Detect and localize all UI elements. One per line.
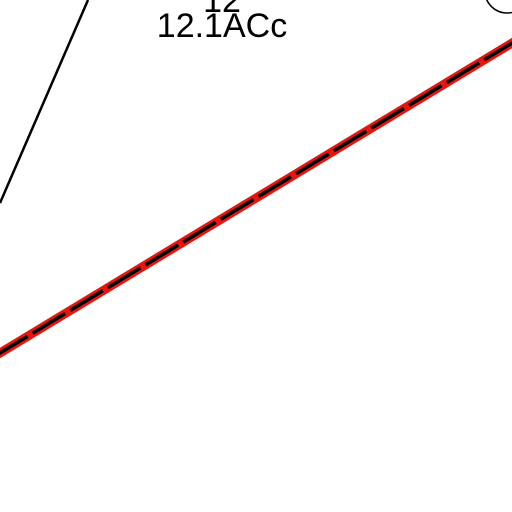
parcel-number-label: 12	[203, 0, 241, 20]
parcel-acreage-label: 12.1ACc	[156, 7, 288, 45]
parcel-boundary-line	[0, 0, 90, 204]
road-centerline-dashes	[0, 40, 512, 356]
road-centerline-band	[0, 37, 512, 359]
survey-marker-circle	[486, 0, 512, 14]
